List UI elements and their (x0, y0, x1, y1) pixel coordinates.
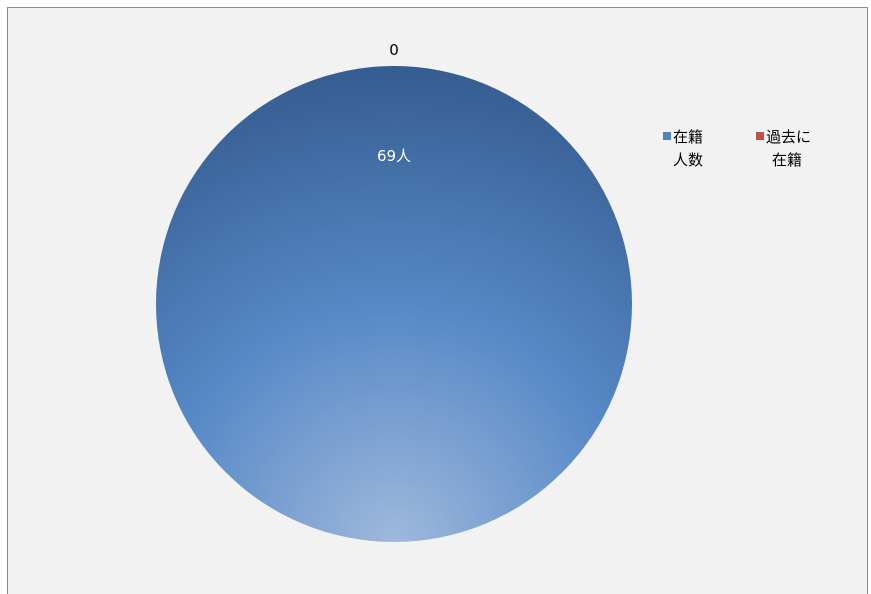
legend-swatch-1 (756, 132, 764, 140)
pie-slice-0 (156, 66, 632, 542)
pie-slices (156, 66, 632, 542)
legend: 在籍人数 過去に在籍 (663, 128, 811, 169)
legend-swatch-0 (663, 132, 671, 140)
legend-label-1: 過去に在籍 (766, 128, 811, 169)
data-label-0: 69人 (377, 147, 411, 165)
data-labels: 69人 0 (377, 41, 411, 165)
data-label-1: 0 (389, 41, 399, 59)
legend-label-0: 在籍人数 (673, 128, 703, 169)
